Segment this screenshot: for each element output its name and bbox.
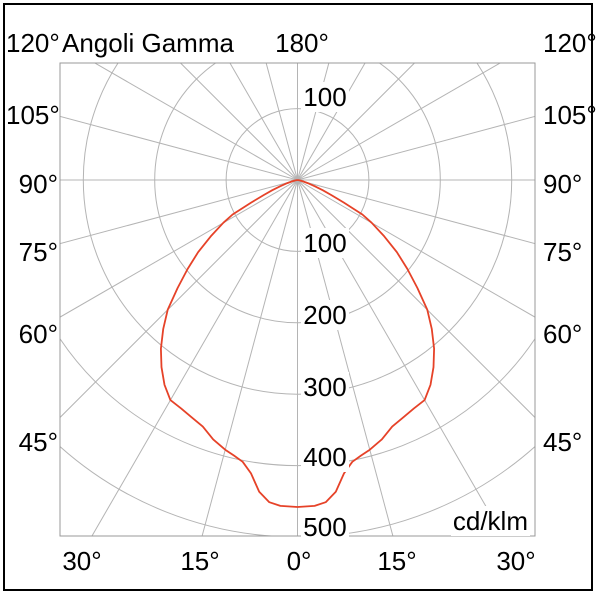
plot-border [59,62,536,537]
gamma-label-right-60: 60° [543,319,583,349]
unit-label: cd/klm [450,506,530,536]
gamma-label-bottom-0: 0° [286,546,312,576]
gamma-label-left-45: 45° [18,427,58,457]
gamma-label-bottom-15l: 15° [180,546,220,576]
gamma-label-right-105: 105° [543,100,597,130]
radial-tick-100: 100 [301,228,349,258]
radial-tick-100-top: 100 [301,82,349,112]
chart-title: Angoli Gamma [62,28,234,58]
gamma-label-left-105: 105° [6,100,60,130]
gamma-label-right-90: 90° [543,169,583,199]
radial-tick-400: 400 [301,442,349,472]
gamma-label-top-left: 120° [6,28,60,58]
gamma-label-bottom-30l: 30° [62,546,102,576]
intensity-curve [160,179,435,508]
radial-tick-200: 200 [301,300,349,330]
radial-tick-300: 300 [301,372,349,402]
gamma-label-right-45: 45° [543,427,583,457]
gamma-label-right-75: 75° [543,237,583,267]
gamma-label-top-right: 120° [543,28,597,58]
gamma-label-left-75: 75° [18,237,58,267]
gamma-label-left-60: 60° [18,319,58,349]
gamma-label-180: 180° [275,28,329,58]
gamma-label-left-90: 90° [18,169,58,199]
gamma-label-bottom-30r: 30° [496,546,536,576]
gamma-label-bottom-15r: 15° [377,546,417,576]
radial-tick-500: 500 [301,512,349,542]
